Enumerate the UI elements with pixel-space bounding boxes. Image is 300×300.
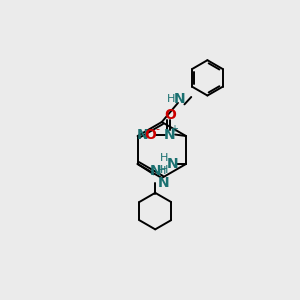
Text: +: + [170, 124, 178, 134]
Text: N: N [149, 164, 161, 178]
Text: H: H [158, 166, 166, 176]
Text: N: N [164, 128, 176, 142]
Text: H: H [160, 152, 168, 163]
Text: N: N [174, 92, 185, 106]
Text: N: N [167, 157, 178, 171]
Text: O: O [144, 128, 156, 142]
Text: H: H [167, 94, 176, 104]
Text: H: H [160, 166, 168, 176]
Text: N: N [158, 176, 169, 190]
Text: N: N [137, 128, 149, 142]
Text: O: O [164, 108, 176, 122]
Text: -: - [155, 124, 159, 134]
